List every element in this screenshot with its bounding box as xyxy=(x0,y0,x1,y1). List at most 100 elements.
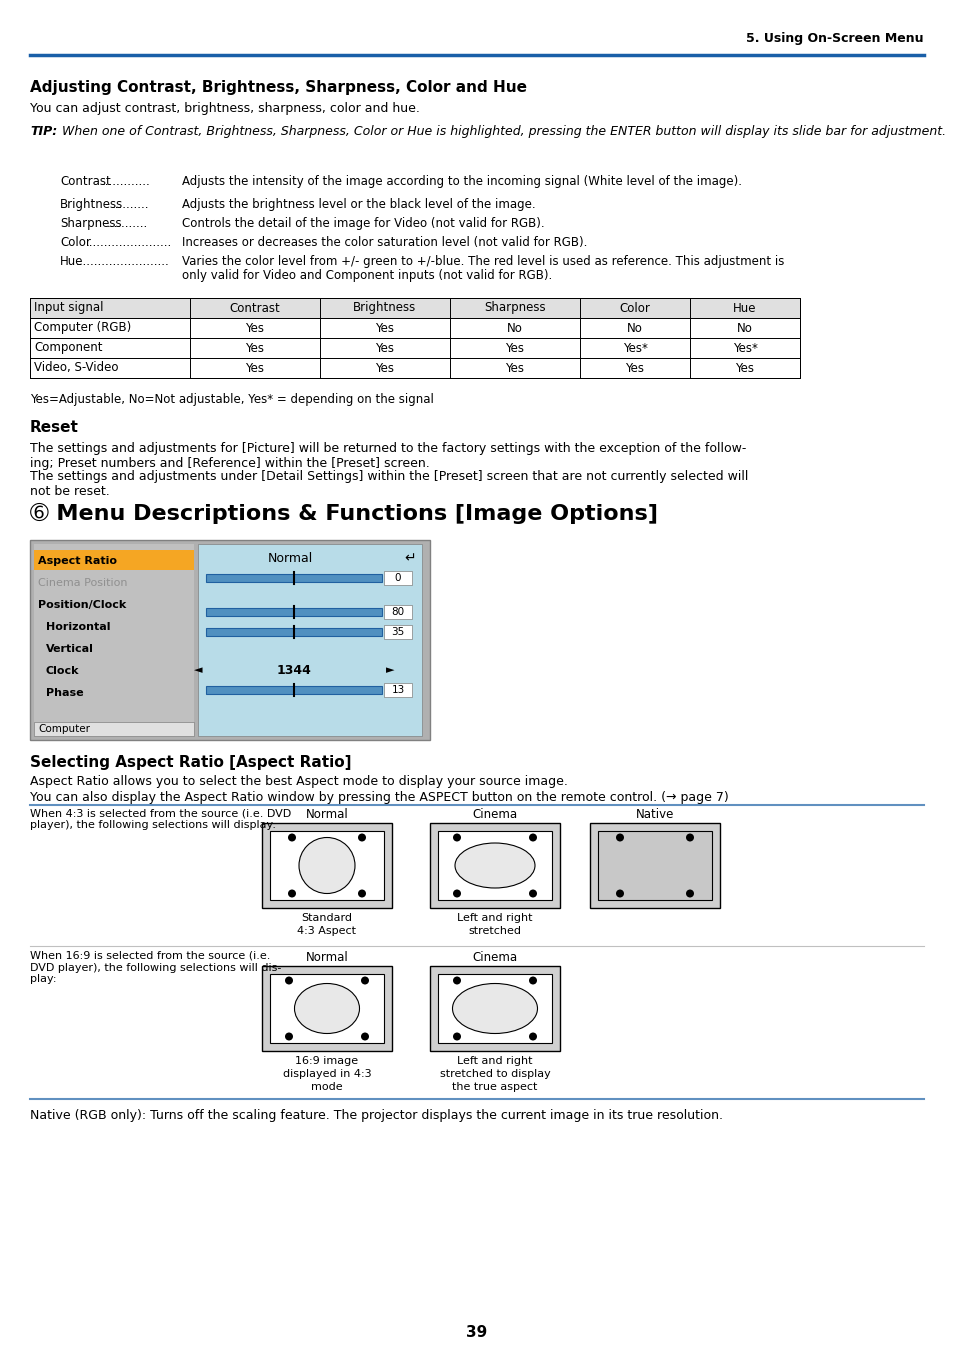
Text: Vertical: Vertical xyxy=(46,644,93,654)
Text: Yes: Yes xyxy=(625,361,644,375)
Bar xyxy=(270,830,384,900)
Text: ◄: ◄ xyxy=(193,665,202,675)
Text: Computer: Computer xyxy=(38,724,90,735)
Circle shape xyxy=(360,976,369,984)
Text: You can adjust contrast, brightness, sharpness, color and hue.: You can adjust contrast, brightness, sha… xyxy=(30,102,419,115)
Ellipse shape xyxy=(452,984,537,1034)
Text: The settings and adjustments for [Picture] will be returned to the factory setti: The settings and adjustments for [Pictur… xyxy=(30,442,745,470)
Text: ..........: .......... xyxy=(112,198,150,212)
Bar xyxy=(198,545,421,736)
Text: Horizontal: Horizontal xyxy=(46,621,111,632)
Bar xyxy=(384,683,412,697)
Text: The settings and adjustments under [Detail Settings] within the [Preset] screen : The settings and adjustments under [Deta… xyxy=(30,470,747,497)
Circle shape xyxy=(453,890,460,898)
Text: TIP:: TIP: xyxy=(30,125,57,137)
Circle shape xyxy=(685,890,693,898)
Text: Yes: Yes xyxy=(245,341,264,355)
Text: Aspect Ratio: Aspect Ratio xyxy=(38,555,117,566)
Text: Contrast: Contrast xyxy=(60,175,111,187)
Text: Component: Component xyxy=(34,341,102,355)
Bar xyxy=(430,967,559,1051)
Bar xyxy=(30,541,430,740)
Bar xyxy=(598,830,711,900)
Text: Position/Clock: Position/Clock xyxy=(38,600,126,611)
Text: 0: 0 xyxy=(395,573,401,582)
Text: Yes: Yes xyxy=(245,322,264,334)
Bar xyxy=(437,975,552,1043)
Text: Color: Color xyxy=(618,302,650,314)
Bar xyxy=(30,318,800,338)
Text: Normal: Normal xyxy=(267,551,313,565)
Text: No: No xyxy=(737,322,752,334)
Bar xyxy=(270,975,384,1043)
Text: Yes: Yes xyxy=(245,361,264,375)
Bar xyxy=(30,298,800,377)
Text: 5. Using On-Screen Menu: 5. Using On-Screen Menu xyxy=(745,32,923,44)
Text: .........................: ......................... xyxy=(75,255,170,268)
Text: ➅ Menu Descriptions & Functions [Image Options]: ➅ Menu Descriptions & Functions [Image O… xyxy=(30,503,658,524)
Text: Reset: Reset xyxy=(30,421,79,435)
Text: 1344: 1344 xyxy=(276,663,311,677)
Text: Yes=Adjustable, No=Not adjustable, Yes* = depending on the signal: Yes=Adjustable, No=Not adjustable, Yes* … xyxy=(30,394,434,406)
Bar xyxy=(30,298,800,318)
Circle shape xyxy=(288,890,295,898)
Text: Cinema: Cinema xyxy=(472,807,517,821)
Text: When 4:3 is selected from the source (i.e. DVD
player), the following selections: When 4:3 is selected from the source (i.… xyxy=(30,807,291,829)
Text: Cinema Position: Cinema Position xyxy=(38,578,128,588)
Bar xyxy=(430,824,559,909)
Text: Yes: Yes xyxy=(375,361,395,375)
Circle shape xyxy=(529,890,537,898)
Text: Normal: Normal xyxy=(305,950,348,964)
Bar xyxy=(384,625,412,639)
Bar xyxy=(206,686,381,694)
Circle shape xyxy=(453,833,460,841)
Text: Yes*: Yes* xyxy=(732,341,757,355)
Circle shape xyxy=(285,976,293,984)
Text: 39: 39 xyxy=(466,1325,487,1340)
Bar xyxy=(34,550,193,570)
Circle shape xyxy=(529,1033,537,1041)
Text: Contrast: Contrast xyxy=(230,302,280,314)
Circle shape xyxy=(453,1033,460,1041)
Text: No: No xyxy=(626,322,642,334)
Text: Left and right
stretched to display
the true aspect: Left and right stretched to display the … xyxy=(439,1055,550,1092)
Bar xyxy=(262,967,392,1051)
Text: Left and right
stretched: Left and right stretched xyxy=(456,913,532,937)
Bar xyxy=(34,545,193,736)
Text: When one of Contrast, Brightness, Sharpness, Color or Hue is highlighted, pressi: When one of Contrast, Brightness, Sharpn… xyxy=(58,125,945,137)
Text: Computer (RGB): Computer (RGB) xyxy=(34,322,132,334)
Text: Hue: Hue xyxy=(60,255,84,268)
Text: Video, S-Video: Video, S-Video xyxy=(34,361,118,375)
Bar xyxy=(384,605,412,619)
Bar xyxy=(206,608,381,616)
Text: ↵: ↵ xyxy=(404,551,416,565)
Circle shape xyxy=(685,833,693,841)
Text: Cinema: Cinema xyxy=(472,950,517,964)
Text: 13: 13 xyxy=(391,685,404,696)
Bar xyxy=(30,338,800,359)
Text: When 16:9 is selected from the source (i.e.
DVD player), the following selection: When 16:9 is selected from the source (i… xyxy=(30,950,281,984)
Text: .......................: ....................... xyxy=(86,236,172,249)
Text: Native (RGB only): Turns off the scaling feature. The projector displays the cur: Native (RGB only): Turns off the scaling… xyxy=(30,1109,722,1122)
Text: Phase: Phase xyxy=(46,687,84,698)
Text: Varies the color level from +/- green to +/-blue. The red level is used as refer: Varies the color level from +/- green to… xyxy=(182,255,783,268)
Circle shape xyxy=(529,833,537,841)
Bar xyxy=(30,359,800,377)
Circle shape xyxy=(453,976,460,984)
Circle shape xyxy=(357,833,366,841)
Text: Selecting Aspect Ratio [Aspect Ratio]: Selecting Aspect Ratio [Aspect Ratio] xyxy=(30,755,351,770)
Ellipse shape xyxy=(455,842,535,888)
Circle shape xyxy=(298,837,355,894)
Circle shape xyxy=(360,1033,369,1041)
Circle shape xyxy=(288,833,295,841)
Text: Brightness: Brightness xyxy=(353,302,416,314)
Text: ►: ► xyxy=(386,665,395,675)
Text: Hue: Hue xyxy=(733,302,756,314)
Bar xyxy=(589,824,720,909)
Bar xyxy=(206,574,381,582)
Text: 16:9 image
displayed in 4:3
mode: 16:9 image displayed in 4:3 mode xyxy=(282,1055,371,1092)
Circle shape xyxy=(529,976,537,984)
Circle shape xyxy=(616,833,623,841)
Text: Yes: Yes xyxy=(505,361,524,375)
Text: ...........: ........... xyxy=(107,217,148,231)
